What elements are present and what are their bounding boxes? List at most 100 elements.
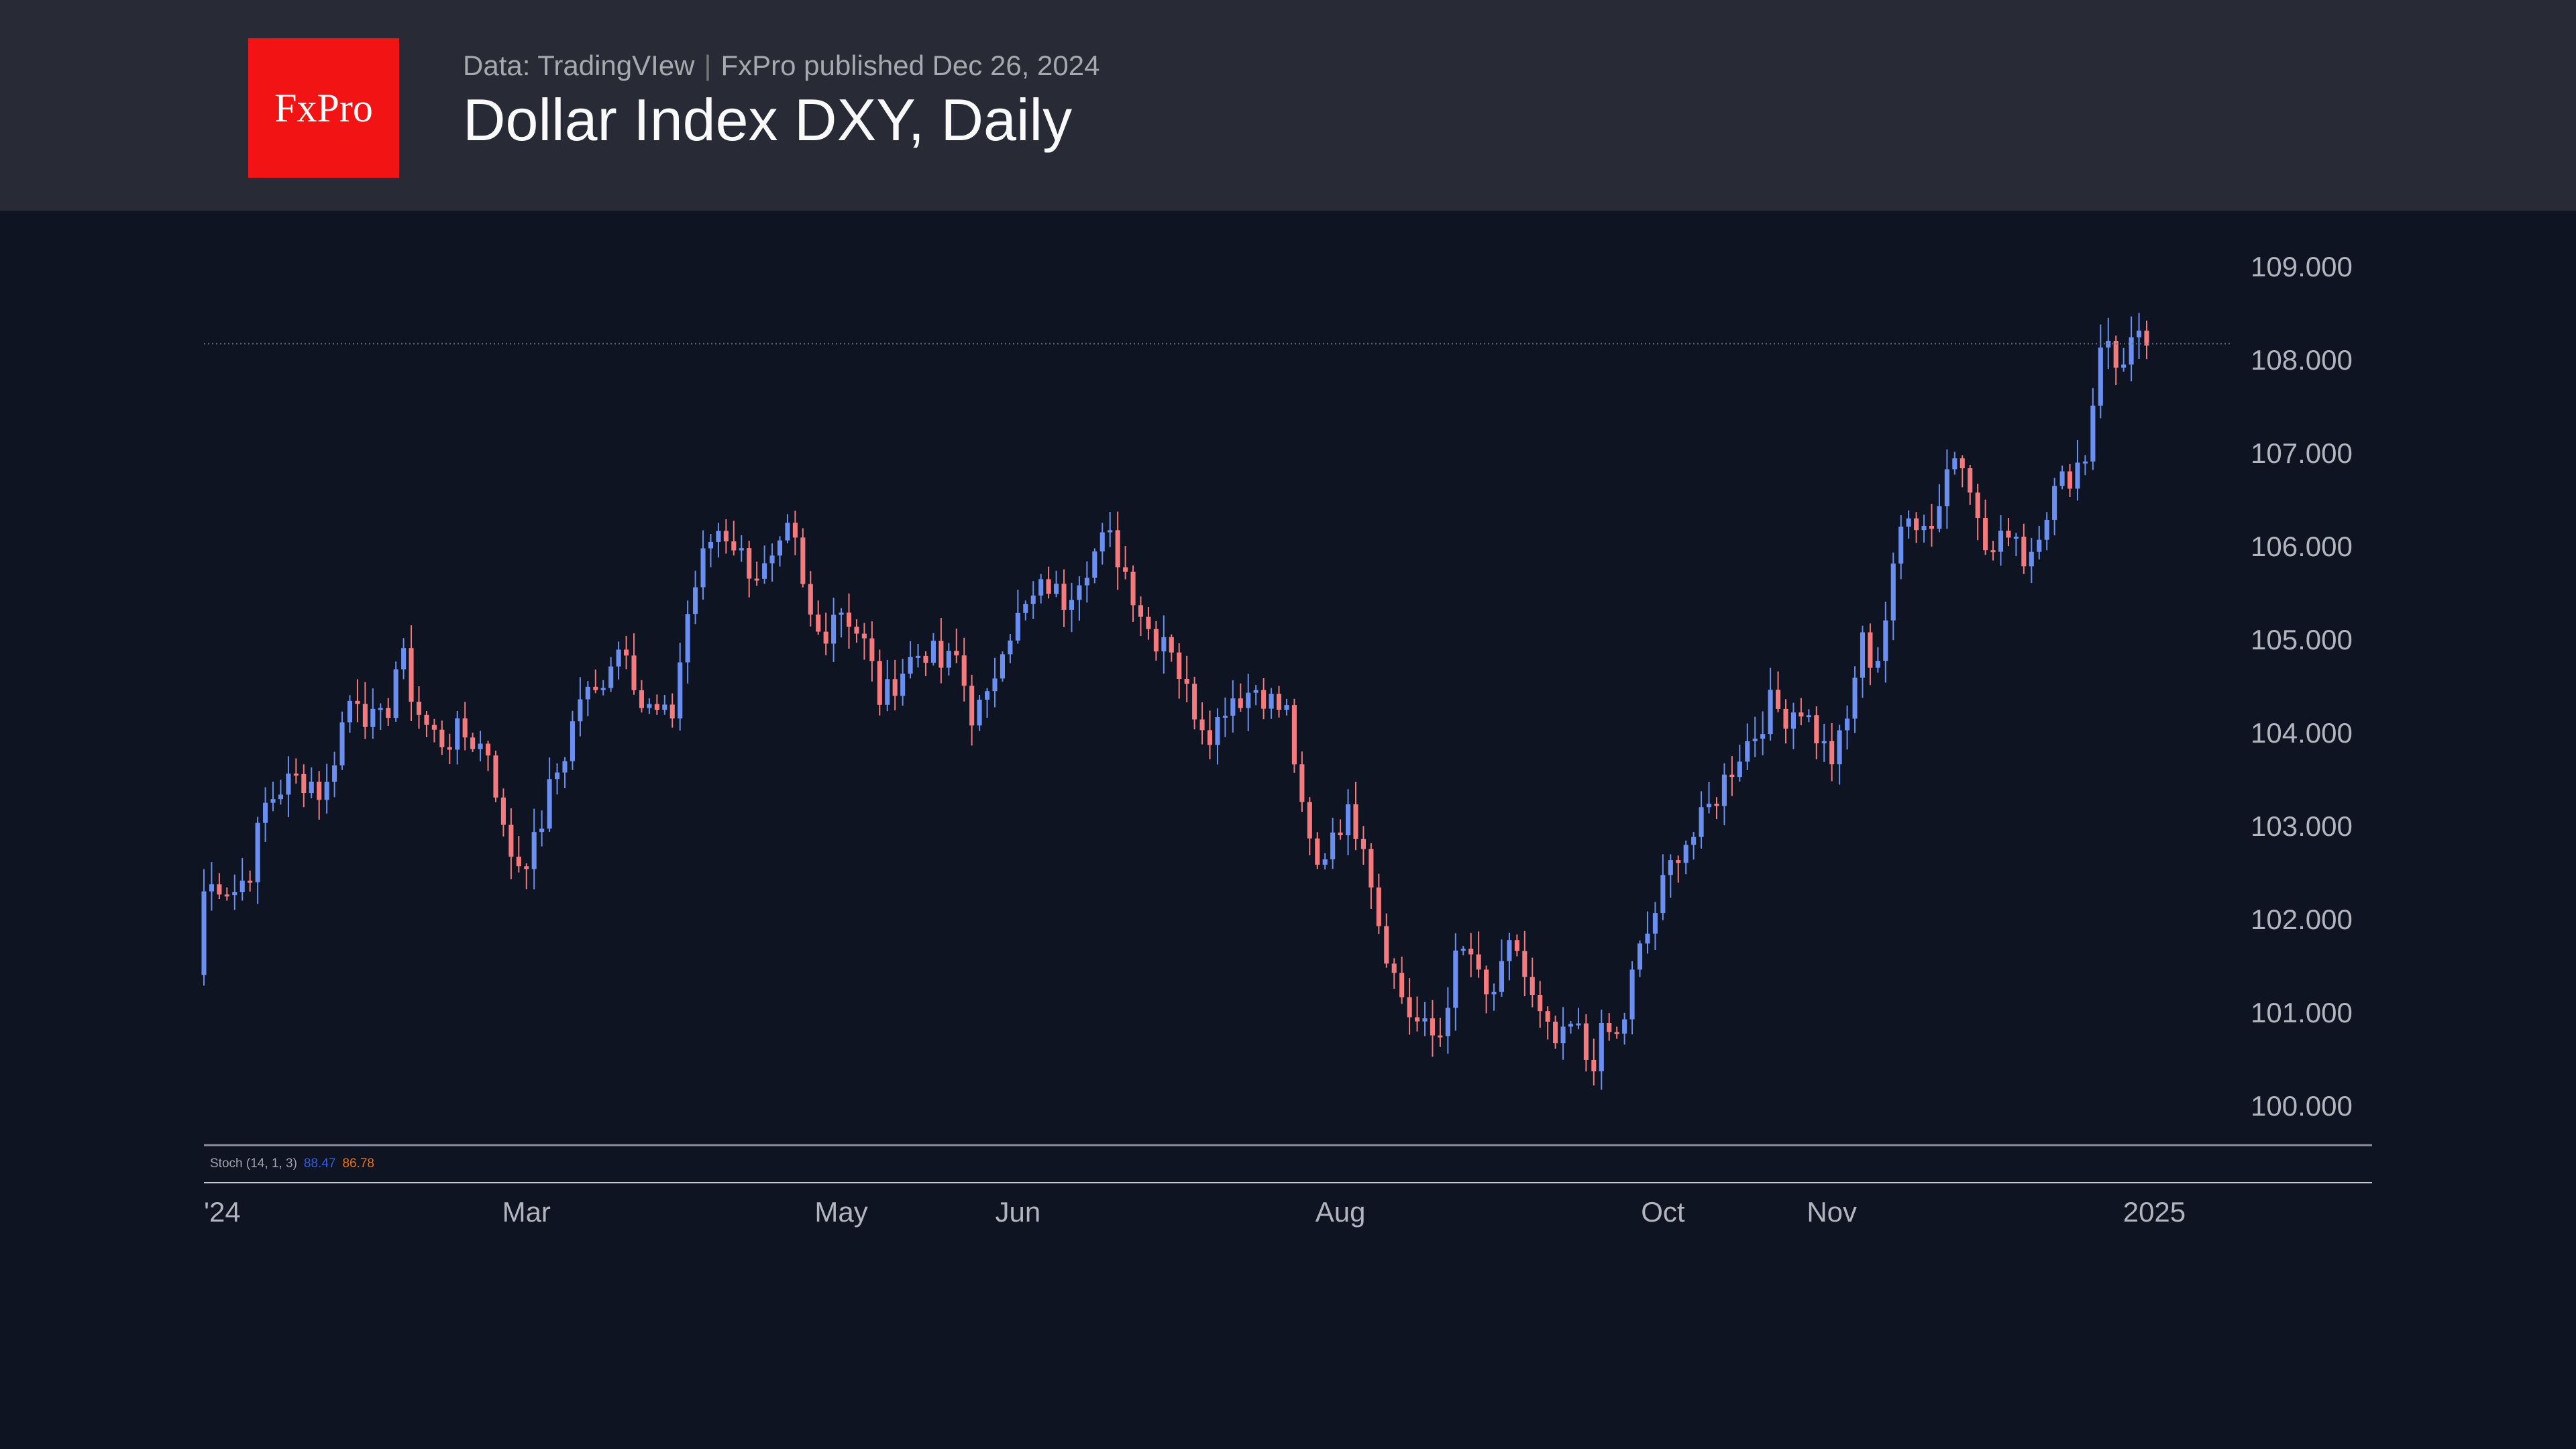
candle <box>1046 566 1051 599</box>
candle-body <box>1038 579 1044 596</box>
candle-body <box>554 772 560 780</box>
candle-body <box>1261 690 1267 709</box>
candle-body <box>669 704 675 718</box>
candle <box>977 694 982 731</box>
candle <box>1960 455 1965 488</box>
candle <box>1368 843 1374 909</box>
candle-body <box>954 651 959 655</box>
time-axis: '24 Mar May Jun Aug Oct Nov 2025 <box>204 1196 2186 1228</box>
candle-body <box>1706 804 1712 808</box>
candle <box>1291 698 1297 773</box>
candle-body <box>1123 567 1128 572</box>
candle <box>946 643 951 676</box>
candle <box>1184 655 1189 702</box>
candle <box>708 534 714 568</box>
candle <box>1599 1010 1604 1090</box>
candle <box>232 874 237 910</box>
candle <box>324 763 329 814</box>
candle-body <box>401 648 407 669</box>
candle-body <box>339 722 345 765</box>
candle <box>1468 932 1474 977</box>
candle <box>1269 688 1274 719</box>
candle-body <box>1921 525 1927 531</box>
candle-body <box>762 563 767 579</box>
candle <box>762 545 767 584</box>
candle <box>1322 853 1328 870</box>
candle-body <box>301 773 307 794</box>
candle-body <box>900 674 906 696</box>
candle-body <box>1553 1021 1558 1044</box>
candle-body <box>923 655 928 663</box>
candle <box>1338 819 1343 840</box>
candle-body <box>531 832 537 869</box>
candle-body <box>654 704 659 710</box>
chart-subtitle: Data: TradingVIew | FxPro published Dec 26… <box>463 50 1099 82</box>
candle-body <box>1438 1035 1443 1038</box>
candle <box>1691 831 1697 860</box>
candle <box>217 873 222 900</box>
candle <box>1008 634 1013 663</box>
candle-body <box>593 686 598 690</box>
candle-body <box>1360 839 1366 849</box>
candle <box>1360 826 1366 865</box>
candle-body <box>1814 715 1819 744</box>
candle <box>1353 782 1358 851</box>
candle <box>1952 451 1957 475</box>
candle-body <box>1453 951 1458 1008</box>
candle <box>1253 685 1258 706</box>
candle <box>1676 855 1681 883</box>
candle <box>808 571 813 627</box>
candlestick-chart[interactable]: 109.000 108.000 107.000 106.000 105.000 104.0… <box>0 211 2576 1449</box>
candle-body <box>1914 518 1919 531</box>
candle-body <box>1092 551 1097 578</box>
candle <box>1422 1002 1428 1036</box>
candle-body <box>1545 1011 1550 1022</box>
candle-body <box>493 755 498 798</box>
candle <box>1607 1013 1612 1041</box>
candle-body <box>600 688 606 690</box>
candle-body <box>1153 629 1159 652</box>
candle-body <box>1591 1059 1597 1072</box>
candle-body <box>1184 678 1189 684</box>
candle <box>416 686 422 729</box>
candle-body <box>2090 405 2096 462</box>
candle-body <box>839 612 844 615</box>
candle <box>2044 512 2049 551</box>
candle-body <box>1008 640 1013 655</box>
candle <box>1829 723 1835 782</box>
candle <box>954 629 959 663</box>
candle <box>485 741 491 771</box>
candle <box>1391 958 1397 989</box>
candle <box>716 523 721 557</box>
candle <box>1868 623 1873 686</box>
candle <box>1729 756 1735 796</box>
candle <box>700 530 706 600</box>
candle-body <box>1246 692 1251 708</box>
candle-body <box>1637 943 1643 970</box>
candle-body <box>1760 734 1766 739</box>
candle <box>1937 484 1942 533</box>
candle <box>1875 647 1880 673</box>
candle-body <box>1783 708 1788 729</box>
candle-body <box>2082 461 2088 464</box>
candle-body <box>1729 774 1735 777</box>
candle-body <box>324 782 329 800</box>
candle-body <box>485 743 491 756</box>
candle <box>1445 987 1450 1054</box>
candle-body <box>631 655 637 690</box>
candle-body <box>1845 718 1850 731</box>
candle <box>1230 680 1236 733</box>
candle-body <box>2029 551 2034 567</box>
candle <box>2113 335 2118 385</box>
candle <box>731 521 737 555</box>
candle-body <box>1015 612 1020 641</box>
candle-body <box>524 866 529 869</box>
candle <box>1760 711 1766 755</box>
candle <box>1169 634 1174 662</box>
candle <box>877 649 882 716</box>
price-tick-label: 101.000 <box>2251 997 2353 1028</box>
candle-body <box>1821 741 1827 744</box>
price-tick-label: 100.000 <box>2251 1090 2353 1122</box>
candle <box>355 679 360 722</box>
candle-body <box>1614 1032 1619 1034</box>
